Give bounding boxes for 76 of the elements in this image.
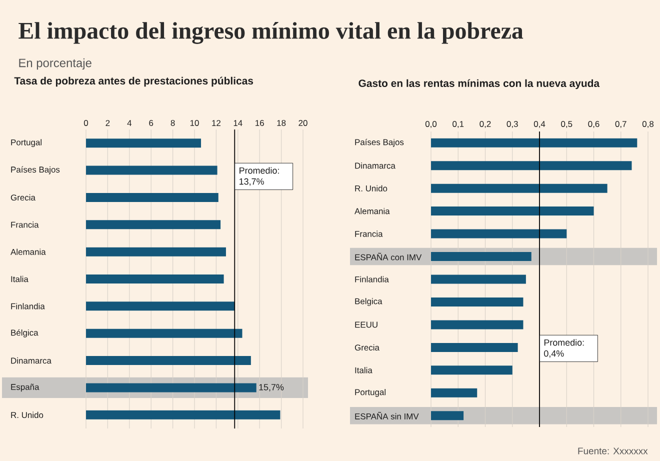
y-tick-label: Italia — [355, 367, 372, 374]
text: En porcentaje — [19, 58, 92, 70]
bar — [86, 383, 256, 392]
source-note: Fuente: Xxxxxxx — [578, 448, 648, 454]
bar — [431, 411, 464, 420]
x-tick-label: 14 — [234, 120, 242, 126]
bar — [431, 184, 608, 193]
x-tick-label: 2 — [106, 120, 110, 126]
y-tick-label: Finlandia — [355, 276, 389, 282]
x-tick-label: 12 — [212, 120, 220, 126]
bar — [431, 366, 512, 375]
x-tick-label: 0,5 — [561, 120, 572, 128]
bar — [431, 206, 594, 216]
y-tick-label: Finlandia — [11, 303, 45, 310]
text: El impacto del ingreso mínimo vital en la pobreza — [18, 22, 524, 44]
bar — [431, 229, 567, 238]
y-tick-label: Dinamarca — [355, 162, 396, 169]
bar — [431, 252, 532, 262]
bar — [431, 320, 524, 330]
ref-line-label: Promedio: 0,4% — [544, 339, 584, 358]
y-tick-label: EEUU — [355, 322, 378, 328]
ref-line-label: Promedio: 13,7% — [240, 167, 279, 186]
y-tick-label: Alemania — [354, 208, 390, 214]
y-tick-label: Belgica — [355, 298, 382, 306]
y-tick-label: Francia — [355, 230, 383, 237]
bar — [86, 138, 202, 148]
y-tick-label: Portugal — [11, 139, 42, 148]
x-tick-label: 0,3 — [506, 120, 518, 128]
bar — [431, 388, 478, 398]
x-tick-label: 0,1 — [452, 120, 464, 128]
y-tick-label: España — [11, 384, 40, 392]
y-tick-label: Bélgica — [11, 329, 38, 338]
chart-title: Tasa de pobreza antes de prestaciones públicas — [14, 76, 254, 87]
x-tick-label: 10 — [190, 120, 199, 126]
bar — [86, 274, 224, 284]
bar — [86, 328, 242, 338]
x-tick-label: 16 — [256, 120, 264, 126]
data-label: 15,7% — [259, 384, 284, 392]
y-tick-label: Portugal — [355, 388, 386, 397]
bar — [86, 166, 218, 175]
y-tick-label: Francia — [11, 222, 39, 228]
bar — [431, 161, 632, 170]
y-tick-label: Dinamarca — [11, 357, 52, 364]
bar — [86, 220, 221, 230]
y-tick-label: R. Unido — [355, 185, 388, 192]
x-tick-label: 8 — [170, 120, 175, 126]
y-tick-label: Alemania — [10, 248, 46, 255]
y-tick-label: Grecia — [354, 344, 380, 351]
y-tick-label: R. Unido — [11, 412, 44, 418]
x-tick-label: 0,4 — [534, 120, 546, 128]
x-tick-label: 20 — [298, 120, 308, 126]
chart-title: Gasto en las rentas mínimas con la nueva ayuda — [358, 79, 600, 90]
bar — [431, 342, 518, 352]
x-tick-label: 0,8 — [642, 120, 654, 128]
bar — [86, 356, 251, 366]
x-tick-label: 4 — [127, 120, 132, 126]
bar — [86, 302, 235, 311]
x-tick-label: 0 — [84, 120, 88, 126]
x-tick-label: 0,6 — [588, 120, 600, 128]
x-tick-label: 6 — [149, 120, 154, 126]
y-tick-label: Países Bajos — [11, 166, 60, 174]
bar — [86, 410, 280, 420]
x-tick-label: 0,0 — [425, 120, 437, 128]
y-tick-label: Italia — [11, 276, 28, 282]
y-tick-label: Grecia — [10, 194, 36, 201]
y-tick-label: ESPAÑA con IMV — [355, 252, 422, 260]
bar — [86, 192, 218, 202]
x-tick-label: 0,2 — [480, 120, 491, 128]
y-tick-label: Países Bajos — [355, 138, 404, 147]
x-tick-label: 18 — [277, 120, 286, 126]
bar — [431, 297, 524, 306]
bar — [86, 247, 226, 256]
bar — [431, 138, 638, 148]
y-tick-label: ESPAÑA sin IMV — [355, 412, 419, 420]
x-tick-label: 0,7 — [615, 120, 626, 128]
bar — [431, 274, 526, 284]
